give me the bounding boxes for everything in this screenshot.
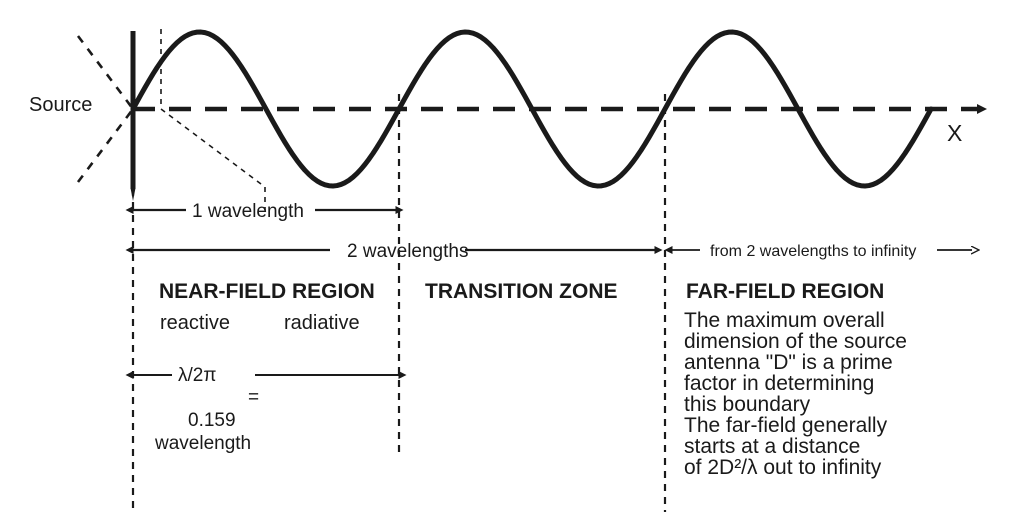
svg-text:2 wavelengths: 2 wavelengths xyxy=(347,241,468,262)
svg-text:FAR-FIELD REGION: FAR-FIELD REGION xyxy=(686,280,884,303)
svg-text:this boundary: this boundary xyxy=(684,393,811,416)
svg-text:from 2 wavelengths to infinity: from 2 wavelengths to infinity xyxy=(710,243,916,260)
svg-text:=: = xyxy=(248,387,259,408)
svg-text:reactive: reactive xyxy=(160,312,230,334)
svg-text:Source: Source xyxy=(29,94,92,116)
svg-text:1 wavelength: 1 wavelength xyxy=(192,201,304,222)
svg-text:λ/2π: λ/2π xyxy=(178,365,216,386)
svg-text:dimension of the source: dimension of the source xyxy=(684,330,907,353)
svg-text:starts at a distance: starts at a distance xyxy=(684,435,860,458)
svg-text:X: X xyxy=(947,120,962,146)
svg-text:wavelength: wavelength xyxy=(154,433,251,454)
svg-text:TRANSITION ZONE: TRANSITION ZONE xyxy=(425,280,618,303)
svg-text:The far-field generally: The far-field generally xyxy=(684,414,888,437)
svg-text:of 2D²/λ out to infinity: of 2D²/λ out to infinity xyxy=(684,456,882,479)
svg-text:antenna "D" is a prime: antenna "D" is a prime xyxy=(684,351,893,374)
svg-text:NEAR-FIELD REGION: NEAR-FIELD REGION xyxy=(159,280,375,303)
svg-text:The maximum overall: The maximum overall xyxy=(684,309,885,332)
svg-text:0.159: 0.159 xyxy=(188,410,236,431)
svg-text:factor in determining: factor in determining xyxy=(684,372,874,395)
svg-text:radiative: radiative xyxy=(284,312,360,334)
